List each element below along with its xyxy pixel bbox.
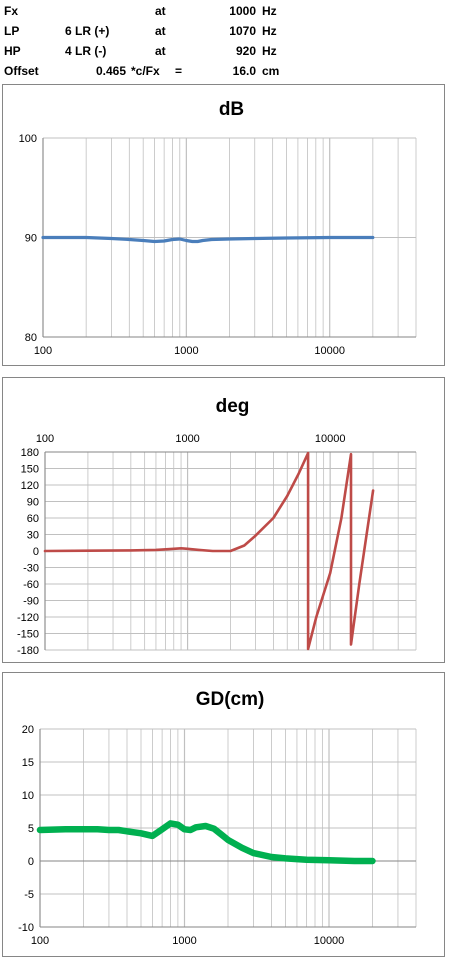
- hp-filter: 4 LR (-): [65, 44, 107, 58]
- offset-label: Offset: [4, 64, 39, 78]
- header: Fx at 1000 Hz LP 6 LR (+) at 1070 Hz HP …: [0, 0, 449, 82]
- deg-y-tick-label: -30: [23, 563, 39, 575]
- gd-y-tick-label: 10: [22, 790, 34, 802]
- deg-y-tick-label: -180: [17, 645, 39, 657]
- deg-y-tick-label: -90: [23, 596, 39, 608]
- db-chart-panel: dB 80 90 100 100 1000 10000: [2, 84, 445, 366]
- gd-y-tick-label: 15: [22, 757, 34, 769]
- offset-factor: 0.465: [95, 64, 126, 78]
- fx-value: 1000: [229, 4, 256, 18]
- gd-chart-panel: GD(cm) -10 -5 0 5 10 15 20 100 1000 10000: [2, 672, 445, 957]
- hp-at: at: [155, 44, 166, 58]
- lp-at: at: [155, 24, 166, 38]
- offset-equals: =: [175, 64, 183, 78]
- header-row-offset: Offset 0.465 *c/Fx = 16.0 cm: [0, 62, 449, 80]
- gd-x-tick-label: 100: [31, 935, 49, 947]
- gd-y-tick-label: -10: [18, 922, 34, 934]
- lp-label: LP: [4, 24, 20, 38]
- deg-y-tick-label: 60: [27, 513, 39, 525]
- offset-units: *c/Fx: [131, 64, 160, 78]
- hp-label: HP: [4, 44, 21, 58]
- db-x-tick-label: 10000: [314, 345, 345, 357]
- deg-y-tick-label: -150: [17, 629, 39, 641]
- fx-at: at: [155, 4, 166, 18]
- gd-y-tick-label: -5: [24, 889, 34, 901]
- lp-value: 1070: [229, 24, 256, 38]
- deg-chart-title: deg: [216, 396, 250, 417]
- deg-x-tick-label: 100: [36, 433, 54, 445]
- hp-unit: Hz: [262, 44, 277, 58]
- deg-y-tick-label: 30: [27, 530, 39, 542]
- deg-series-line: [43, 451, 375, 651]
- lp-unit: Hz: [262, 24, 277, 38]
- deg-y-tick-label: 180: [21, 447, 39, 459]
- gd-series-line: [36, 820, 376, 865]
- fx-label: Fx: [4, 4, 19, 18]
- header-row-hp: HP 4 LR (-) at 920 Hz: [0, 42, 449, 60]
- deg-y-tick-label: 90: [27, 497, 39, 509]
- offset-unit: cm: [262, 64, 280, 78]
- deg-y-tick-label: -60: [23, 579, 39, 591]
- deg-chart-panel: deg -180 -150 -120 -90 -60 -30 0 30 60 90 120 150 180…: [2, 377, 445, 663]
- deg-y-tick-label: 150: [21, 464, 39, 476]
- db-chart: dB 80 90 100 100 1000 10000: [19, 99, 417, 357]
- gd-y-tick-label: 5: [28, 823, 34, 835]
- deg-x-tick-label: 10000: [315, 433, 346, 445]
- lp-filter: 6 LR (+): [65, 24, 110, 38]
- fx-unit: Hz: [262, 4, 277, 18]
- db-x-tick-label: 100: [34, 345, 52, 357]
- header-row-fx: Fx at 1000 Hz: [0, 2, 449, 20]
- deg-y-tick-label: 0: [33, 546, 39, 558]
- db-y-tick-label: 80: [25, 332, 37, 344]
- db-x-tick-label: 1000: [174, 345, 198, 357]
- db-chart-title: dB: [219, 99, 244, 120]
- deg-x-tick-label: 1000: [175, 433, 199, 445]
- hp-value: 920: [235, 44, 256, 58]
- db-series-line: [41, 235, 375, 244]
- header-row-lp: LP 6 LR (+) at 1070 Hz: [0, 22, 449, 40]
- deg-y-tick-label: 120: [21, 480, 39, 492]
- deg-chart: deg -180 -150 -120 -90 -60 -30 0 30 60 90 120 150 180…: [17, 396, 417, 657]
- db-y-tick-label: 90: [25, 233, 37, 245]
- offset-value: 16.0: [232, 64, 256, 78]
- gd-y-tick-label: 20: [22, 724, 34, 736]
- deg-y-tick-label: -120: [17, 612, 39, 624]
- gd-x-tick-label: 10000: [314, 935, 345, 947]
- gd-chart-title: GD(cm): [196, 689, 265, 710]
- gd-chart: GD(cm) -10 -5 0 5 10 15 20 100 1000 10000: [18, 689, 417, 947]
- gd-y-tick-label: 0: [28, 856, 34, 868]
- gd-x-tick-label: 1000: [172, 935, 196, 947]
- db-y-tick-label: 100: [19, 133, 37, 145]
